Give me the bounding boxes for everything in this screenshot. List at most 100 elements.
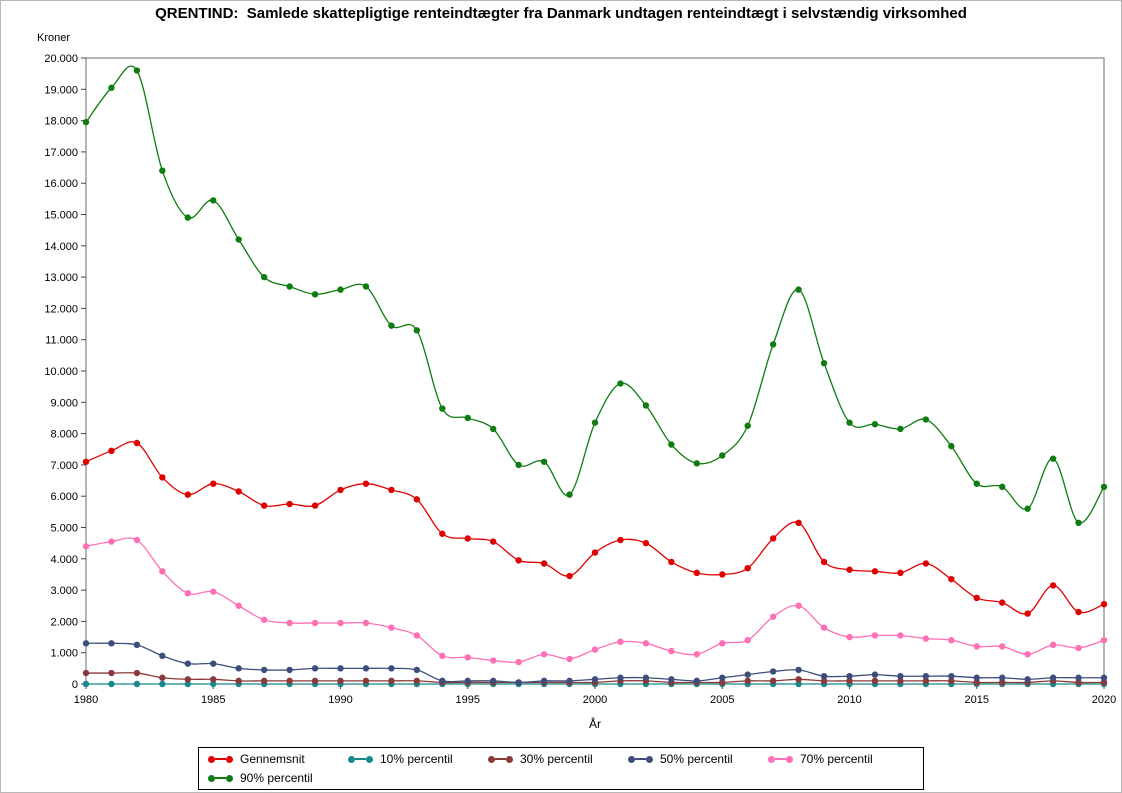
legend-label: 50% percentil — [660, 752, 733, 766]
data-point — [1075, 674, 1082, 681]
data-point — [642, 539, 650, 547]
data-point — [490, 425, 497, 433]
data-point — [922, 672, 930, 680]
y-tick-label: 9.000 — [50, 397, 78, 409]
data-point — [999, 643, 1006, 650]
data-point — [871, 632, 879, 639]
data-point — [1049, 455, 1057, 462]
data-point — [795, 519, 802, 527]
data-point — [1075, 519, 1082, 527]
data-point — [897, 569, 904, 577]
legend-label: 70% percentil — [800, 752, 873, 766]
data-point — [820, 359, 828, 367]
legend-label: 90% percentil — [240, 771, 313, 785]
data-point — [948, 636, 955, 644]
data-point — [108, 84, 115, 91]
data-point — [82, 118, 90, 126]
data-point — [897, 632, 904, 639]
x-tick-label: 1985 — [201, 694, 225, 706]
data-point — [1049, 641, 1057, 649]
data-point — [210, 588, 217, 595]
y-tick-label: 0 — [72, 679, 78, 691]
data-point — [311, 502, 319, 509]
data-point — [540, 651, 548, 658]
legend-marker-icon — [768, 755, 793, 763]
data-point — [591, 646, 599, 653]
data-point — [1024, 651, 1031, 658]
y-tick-label: 2.000 — [50, 616, 78, 628]
data-point — [464, 654, 471, 661]
data-point — [260, 273, 268, 281]
data-point — [388, 624, 395, 631]
data-point — [668, 647, 675, 655]
data-point — [871, 568, 879, 575]
data-point — [846, 677, 853, 685]
data-point — [820, 558, 828, 566]
legend-item: 90% percentil — [208, 770, 348, 786]
data-point — [82, 669, 90, 677]
y-axis-ticks: 0 1.000 2.000 3.000 4.000 5.000 6.000 7.000 8.00… — [44, 53, 86, 691]
data-point — [439, 405, 446, 412]
data-point — [1075, 644, 1082, 652]
x-axis-label: År — [589, 717, 601, 731]
data-point — [515, 557, 522, 564]
data-point — [286, 677, 293, 685]
data-point — [108, 680, 115, 688]
x-tick-label: 2020 — [1092, 694, 1116, 706]
data-point — [566, 655, 573, 663]
data-point — [1075, 608, 1082, 616]
legend-marker-icon — [348, 755, 373, 763]
data-point — [337, 677, 344, 685]
data-point — [311, 291, 319, 298]
data-point — [1100, 483, 1108, 491]
data-point — [846, 672, 853, 680]
data-point — [744, 671, 751, 678]
data-point — [184, 491, 191, 498]
data-point — [413, 327, 421, 334]
x-tick-label: 2015 — [965, 694, 989, 706]
data-point — [668, 558, 675, 566]
y-tick-label: 18.000 — [44, 116, 78, 128]
y-tick-label: 6.000 — [50, 491, 78, 503]
legend-marker-icon — [208, 755, 233, 763]
series-line-90-percentil — [85, 65, 1105, 524]
data-point — [235, 602, 242, 609]
data-point — [235, 488, 242, 495]
data-point — [871, 671, 879, 678]
data-point — [362, 480, 370, 487]
data-point — [286, 500, 293, 508]
data-point — [362, 283, 370, 290]
data-point — [973, 594, 980, 602]
data-point — [591, 419, 599, 426]
y-tick-label: 15.000 — [44, 210, 78, 222]
data-point — [922, 416, 930, 423]
data-point — [159, 652, 166, 660]
data-point — [769, 613, 777, 620]
data-point — [897, 425, 904, 433]
data-point — [490, 677, 497, 685]
y-tick-label: 11.000 — [45, 335, 78, 347]
y-tick-label: 1.000 — [50, 648, 78, 660]
data-point — [999, 674, 1006, 681]
data-point — [515, 679, 522, 686]
data-point — [642, 674, 650, 681]
data-point — [1100, 674, 1108, 681]
data-point — [1075, 679, 1082, 686]
data-point — [184, 680, 191, 688]
data-point — [846, 419, 853, 426]
y-tick-label: 16.000 — [44, 178, 78, 190]
data-point — [260, 677, 268, 685]
data-point — [846, 633, 853, 641]
y-tick-label: 3.000 — [50, 585, 78, 597]
series-line-gennemsnit — [85, 441, 1105, 615]
data-point — [286, 619, 293, 627]
data-point — [413, 677, 421, 685]
data-point — [820, 677, 828, 685]
legend-marker-icon — [628, 755, 653, 763]
data-point — [795, 666, 802, 674]
data-point — [388, 322, 395, 329]
data-point — [210, 680, 217, 688]
data-point — [540, 560, 548, 567]
data-point — [362, 677, 370, 685]
x-tick-label: 1990 — [328, 694, 352, 706]
